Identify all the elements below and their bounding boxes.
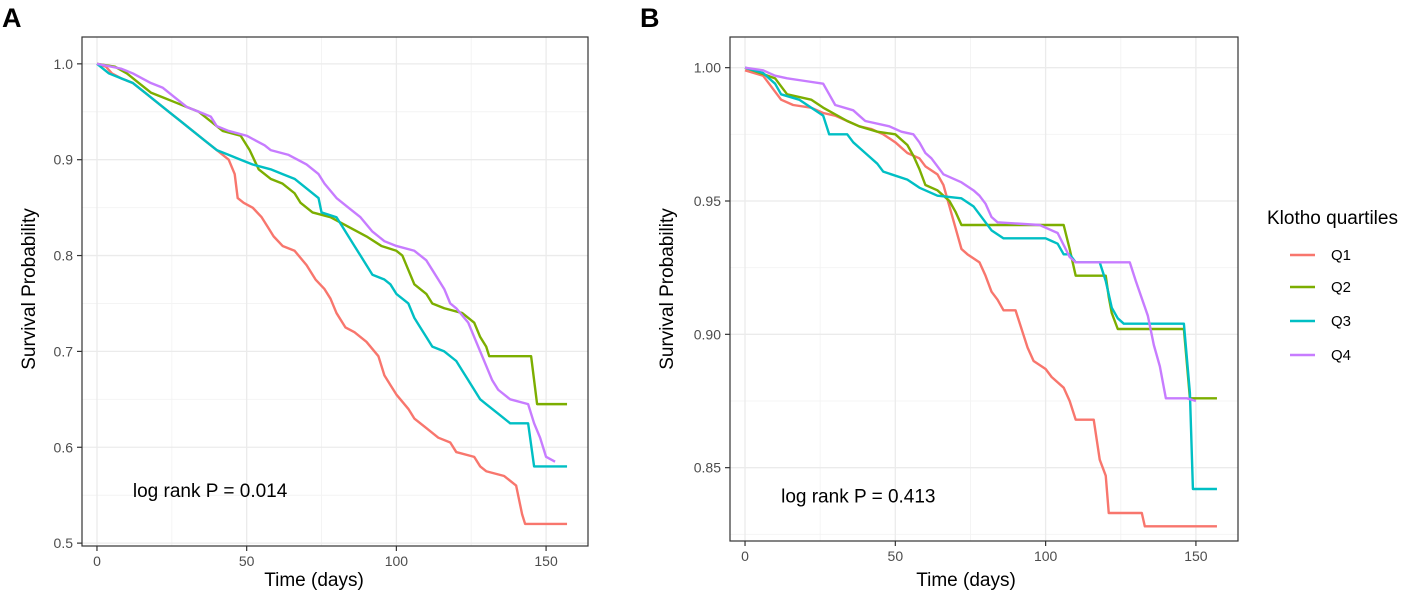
x-tick-label-b: 50 xyxy=(888,548,904,564)
y-tick-label-b: 0.90 xyxy=(694,326,721,342)
series-line-q2-a xyxy=(96,62,568,406)
y-tick-label-a: 0.9 xyxy=(54,152,74,168)
series-line-q4-b xyxy=(744,66,1197,403)
x-tick-label-b: 100 xyxy=(1034,548,1058,564)
y-tick-label-b: 0.95 xyxy=(694,193,721,209)
y-tick-label-a: 0.6 xyxy=(54,439,74,455)
legend: Klotho quartiles Q1 Q2 Q3 Q4 xyxy=(1267,208,1398,364)
y-tick-label-a: 0.7 xyxy=(54,343,74,359)
series-line-q3-a xyxy=(96,62,568,468)
y-tick-label-b: 0.85 xyxy=(694,460,721,476)
y-tick-label-a: 0.8 xyxy=(54,248,74,264)
legend-item-q3: Q3 xyxy=(1290,313,1351,330)
legend-label-q1: Q1 xyxy=(1331,247,1351,264)
plot-area-a xyxy=(82,37,588,546)
y-tick-label-a: 0.5 xyxy=(54,535,74,551)
legend-label-q2: Q2 xyxy=(1331,279,1351,296)
x-tick-label-a: 100 xyxy=(385,553,409,569)
x-tick-label-a: 0 xyxy=(93,553,101,569)
logrank-annotation-a: log rank P = 0.014 xyxy=(133,481,288,502)
logrank-annotation-b: log rank P = 0.413 xyxy=(781,486,935,507)
y-tick-label-b: 1.00 xyxy=(694,60,721,76)
legend-label-q4: Q4 xyxy=(1331,347,1351,364)
panel-a: A Survival Probability Time (days) 0 50 10… xyxy=(2,3,589,591)
series-line-q1-b xyxy=(744,69,1217,528)
x-tick-label-a: 150 xyxy=(534,553,558,569)
y-axis-title-b: Survival Probability xyxy=(657,208,678,370)
x-tick-label-b: 0 xyxy=(741,548,749,564)
legend-label-q3: Q3 xyxy=(1331,313,1351,330)
panel-letter-b: B xyxy=(640,3,660,33)
legend-item-q4: Q4 xyxy=(1290,347,1351,364)
panel-border-a xyxy=(81,36,589,547)
y-axis-title-a: Survival Probability xyxy=(19,208,40,370)
panel-letter-a: A xyxy=(2,3,22,33)
x-tick-label-b: 150 xyxy=(1184,548,1208,564)
x-tick-label-a: 50 xyxy=(239,553,255,569)
x-axis-title-b: Time (days) xyxy=(916,570,1016,591)
series-line-q3-b xyxy=(744,66,1217,491)
series-line-q4-a xyxy=(96,62,556,463)
panel-b: B Survival Probability Time (days) 0 50 10… xyxy=(640,3,1239,591)
legend-item-q2: Q2 xyxy=(1290,279,1351,296)
panel-border-b xyxy=(729,36,1239,542)
plot-area-b xyxy=(730,37,1238,541)
legend-title: Klotho quartiles xyxy=(1267,208,1398,229)
y-tick-label-a: 1.0 xyxy=(54,56,74,72)
legend-item-q1: Q1 xyxy=(1290,247,1351,264)
x-axis-title-a: Time (days) xyxy=(264,570,364,591)
